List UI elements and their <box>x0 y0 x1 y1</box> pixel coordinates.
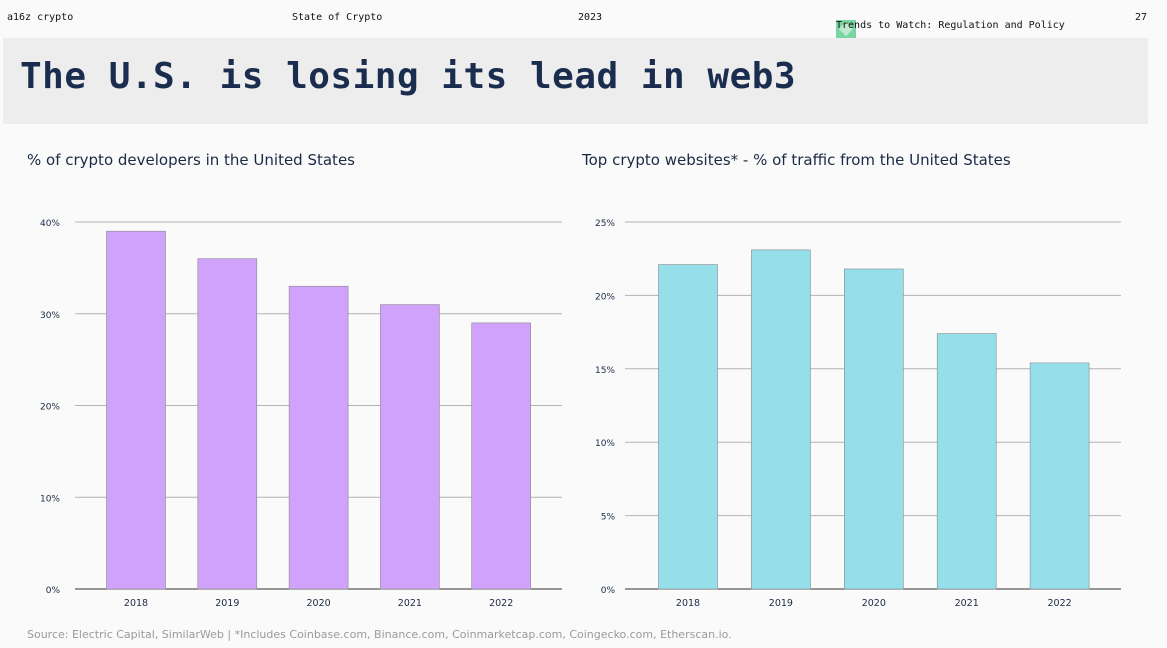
developers-bar-2019 <box>197 258 258 590</box>
traffic-x-tick-label: 2022 <box>1048 598 1072 609</box>
traffic-bar-2022 <box>1029 362 1090 590</box>
developers-y-tick-label: 10% <box>40 494 60 504</box>
source-note: Source: Electric Capital, SimilarWeb | *… <box>27 628 732 641</box>
developers-y-tick-label: 20% <box>40 403 60 413</box>
developers-bar-2021 <box>380 304 440 590</box>
developers-bar-2018 <box>106 230 166 590</box>
traffic-bar-2020 <box>843 268 904 590</box>
traffic-y-tick-label: 20% <box>595 292 615 302</box>
developers-x-tick-label: 2018 <box>124 598 148 609</box>
title-band: The U.S. is losing its lead in web3 <box>3 38 1148 124</box>
brand-label: a16z crypto <box>7 12 74 23</box>
developers-bar-2020 <box>288 285 349 590</box>
page-title: The U.S. is losing its lead in web3 <box>20 56 797 97</box>
traffic-y-tick-label: 0% <box>601 586 616 596</box>
chart-title-developers: % of crypto developers in the United Sta… <box>27 151 355 169</box>
traffic-bar-2018 <box>658 264 718 590</box>
diamond-icon <box>836 20 856 38</box>
traffic-bar-2019 <box>751 249 811 590</box>
developers-y-tick-label: 40% <box>40 219 60 229</box>
year-label: 2023 <box>578 12 603 23</box>
traffic-y-tick-label: 5% <box>601 513 616 523</box>
section-text: Trends to Watch: Regulation and Policy <box>836 20 1065 31</box>
chart-title-traffic: Top crypto websites* - % of traffic from… <box>582 151 1011 169</box>
traffic-x-tick-label: 2021 <box>955 598 979 609</box>
traffic-y-tick-label: 15% <box>595 366 615 376</box>
traffic-x-tick-label: 2018 <box>676 598 700 609</box>
developers-y-tick-label: 30% <box>40 311 60 321</box>
traffic-y-tick-label: 10% <box>595 439 615 449</box>
report-label: State of Crypto <box>292 12 383 23</box>
developers-y-tick-label: 0% <box>46 586 61 596</box>
developers-x-tick-label: 2022 <box>489 598 513 609</box>
developers-x-tick-label: 2020 <box>307 598 331 609</box>
traffic-bar-2021 <box>936 333 997 590</box>
developers-x-tick-label: 2021 <box>398 598 422 609</box>
section-label: Trends to Watch: Regulation and Policy <box>836 8 1065 38</box>
traffic-x-tick-label: 2019 <box>769 598 793 609</box>
top-bar: a16z crypto State of Crypto 2023 Trends … <box>0 0 1167 38</box>
developers-bar-2022 <box>471 322 532 590</box>
traffic-x-tick-label: 2020 <box>862 598 886 609</box>
traffic-y-tick-label: 25% <box>595 219 615 229</box>
page-number: 27 <box>1135 12 1148 23</box>
developers-x-tick-label: 2019 <box>215 598 239 609</box>
